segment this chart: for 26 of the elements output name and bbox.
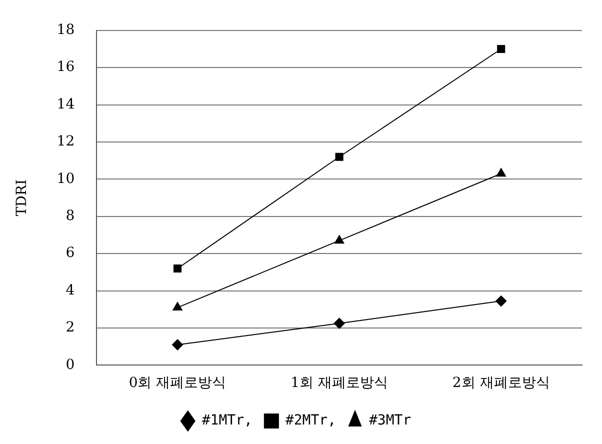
y-tick-label: 8 [66,208,75,224]
y-tick-label: 10 [56,170,75,187]
point [334,235,344,244]
y-tick-label: 0 [66,356,75,373]
point [496,168,506,177]
x-tick-label: 2회 재폐로방식 [452,375,550,392]
y-tick-label: 6 [66,245,75,262]
point [172,339,184,350]
x-tick-label: 1회 재폐로방식 [290,375,388,392]
point [334,318,345,329]
point [173,264,182,273]
legend-label: #1MTr, [202,412,252,429]
legend-label: #2MTr, [285,412,336,429]
point [496,296,507,307]
point [335,152,344,161]
y-tick-label: 12 [56,134,75,150]
point [172,302,182,311]
y-axis-title: TDRI [14,179,30,216]
y-tick-label: 14 [56,96,75,112]
y-tick-label: 2 [66,320,75,336]
y-tick-label: 16 [56,59,75,76]
point [497,44,506,54]
x-tick-label: 0회 재폐로방식 [128,375,226,392]
legend-label: #3MTr [369,412,412,429]
y-tick-label: 4 [66,282,75,298]
y-tick-label: 18 [56,22,75,38]
